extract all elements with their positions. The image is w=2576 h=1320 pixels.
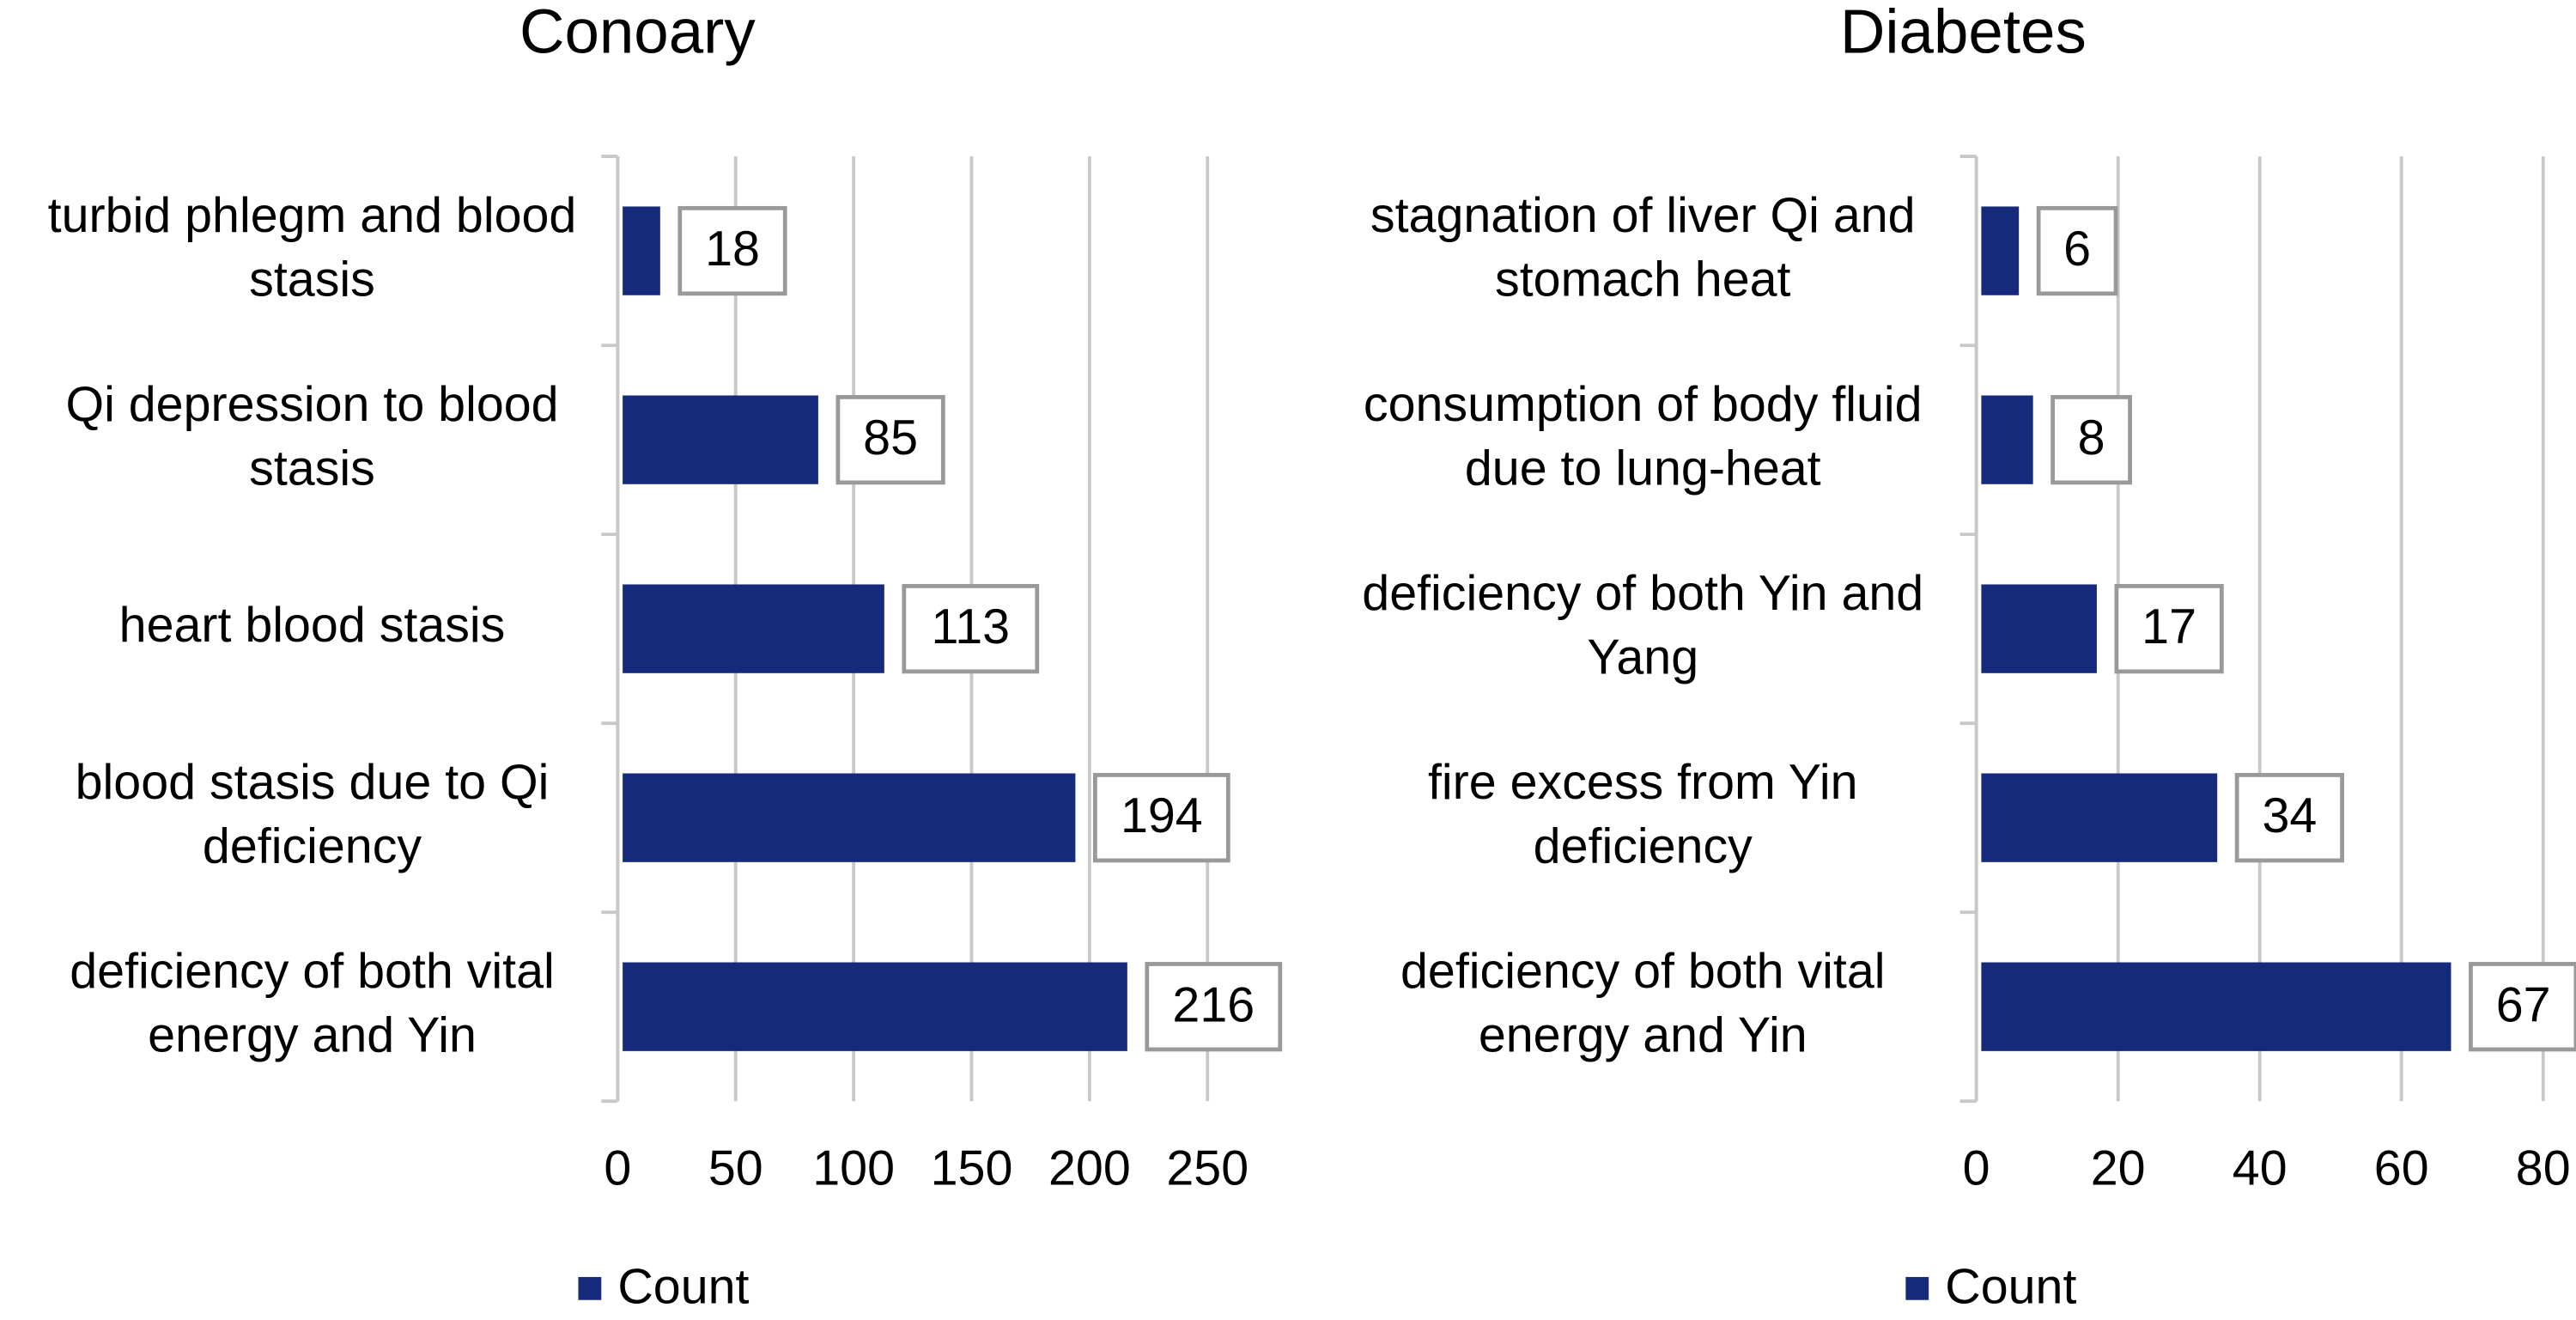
x-tick-label: 0 [604, 1141, 631, 1196]
data-label-box [2036, 205, 2118, 296]
data-label: 18 [677, 205, 787, 296]
data-label: 85 [835, 394, 945, 485]
data-label-box [2050, 394, 2132, 485]
data-label-box [1092, 773, 1230, 863]
bar [623, 584, 884, 673]
data-label-text: 194 [1121, 788, 1203, 843]
bar [1981, 962, 2451, 1051]
data-label-text: 216 [1172, 977, 1255, 1032]
y-tick-label: Qi depression to blood stasis [65, 377, 558, 496]
data-label: 216 [1145, 962, 1283, 1052]
data-label: 6 [2036, 205, 2118, 296]
bar [1981, 773, 2218, 862]
legend-swatch [1905, 1276, 1929, 1300]
bar [623, 962, 1127, 1051]
data-label-box [902, 584, 1040, 674]
chart-title: Diabetes [1840, 0, 2087, 67]
y-tick-label: deficiency of both vital energy and Yin [1400, 944, 1886, 1063]
y-tick-label: heart blood stasis [119, 598, 506, 653]
bar [1981, 584, 2097, 673]
x-tick-label: 80 [2516, 1141, 2571, 1196]
x-tick-label: 100 [812, 1141, 895, 1196]
data-label-box [2234, 773, 2344, 863]
y-tick-label: deficiency of both vital energy and Yin [70, 944, 555, 1063]
data-label-text: 113 [932, 599, 1010, 654]
bar [623, 206, 660, 295]
bar [1981, 206, 2020, 295]
chart-title: Conoary [519, 0, 756, 67]
data-label-text: 34 [2262, 788, 2317, 843]
data-label-box [2114, 584, 2224, 674]
y-tick-label: turbid phlegm and blood stasis [48, 188, 577, 307]
data-label: 113 [902, 584, 1040, 674]
x-tick-label: 200 [1048, 1141, 1131, 1196]
data-label: 8 [2050, 394, 2132, 485]
x-tick-label: 50 [708, 1141, 763, 1196]
bar [623, 395, 818, 484]
data-label-box [1145, 962, 1283, 1052]
y-tick-label: deficiency of both Yin and Yang [1362, 566, 1923, 685]
data-label-text: 17 [2142, 599, 2196, 654]
x-tick-label: 60 [2374, 1141, 2429, 1196]
y-tick-label: stagnation of liver Qi and stomach heat [1370, 188, 1916, 307]
legend-label: Count [1945, 1259, 2076, 1314]
y-tick-label: fire excess from Yin deficiency [1428, 755, 1858, 874]
legend-swatch [578, 1276, 602, 1300]
y-tick-label: blood stasis due to Qi deficiency [76, 755, 550, 874]
bar [623, 773, 1076, 862]
x-tick-label: 250 [1166, 1141, 1249, 1196]
legend-label: Count [617, 1259, 749, 1314]
data-label-text: 67 [2496, 977, 2551, 1032]
data-label-text: 85 [863, 411, 918, 465]
data-label: 17 [2114, 584, 2224, 674]
data-label: 194 [1092, 773, 1230, 863]
x-tick-label: 150 [931, 1141, 1013, 1196]
data-label: 67 [2469, 962, 2576, 1052]
y-tick-label: consumption of body fluid due to lung-hea… [1364, 377, 1923, 496]
x-tick-label: 0 [1963, 1141, 1990, 1196]
data-label-box [2469, 962, 2576, 1052]
bar [1981, 395, 2033, 484]
data-label-text: 8 [2078, 411, 2105, 465]
data-label-box [835, 394, 945, 485]
x-tick-label: 40 [2233, 1141, 2287, 1196]
data-label: 34 [2234, 773, 2344, 863]
data-label-box [677, 205, 787, 296]
x-tick-label: 20 [2091, 1141, 2146, 1196]
data-label-text: 18 [705, 222, 760, 277]
data-label-text: 6 [2063, 222, 2091, 277]
